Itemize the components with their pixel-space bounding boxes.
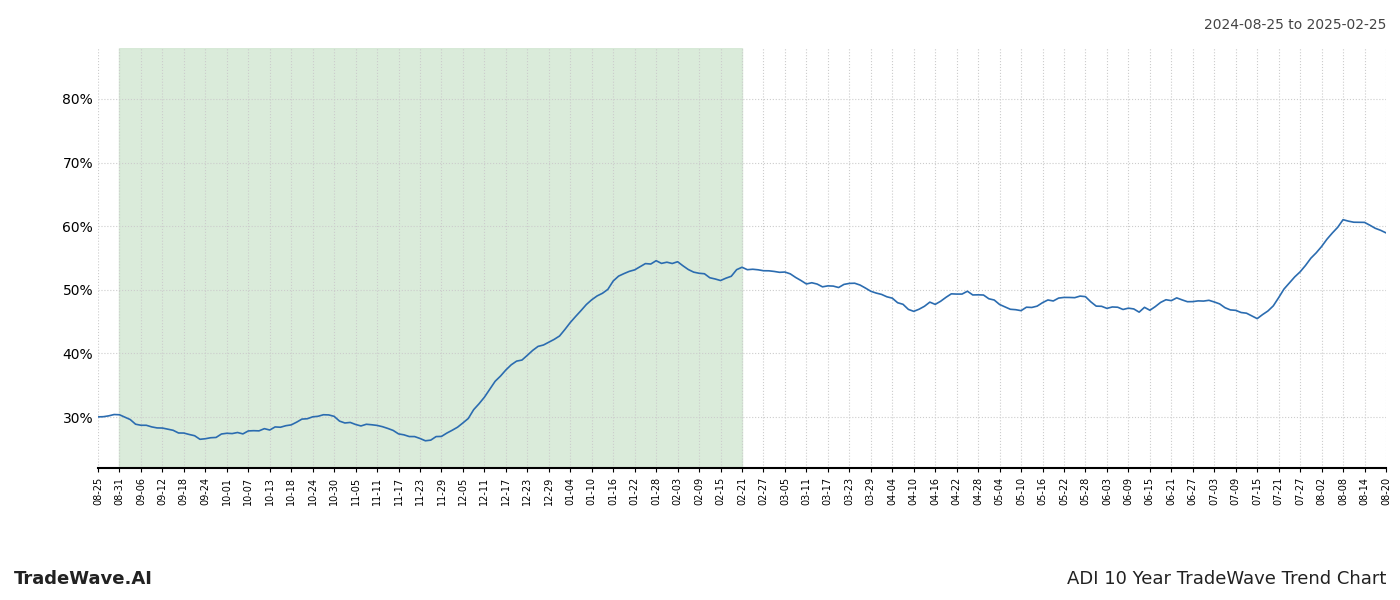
Text: TradeWave.AI: TradeWave.AI (14, 570, 153, 588)
Bar (119, 48, 742, 468)
Text: ADI 10 Year TradeWave Trend Chart: ADI 10 Year TradeWave Trend Chart (1067, 570, 1386, 588)
Text: 2024-08-25 to 2025-02-25: 2024-08-25 to 2025-02-25 (1204, 18, 1386, 32)
